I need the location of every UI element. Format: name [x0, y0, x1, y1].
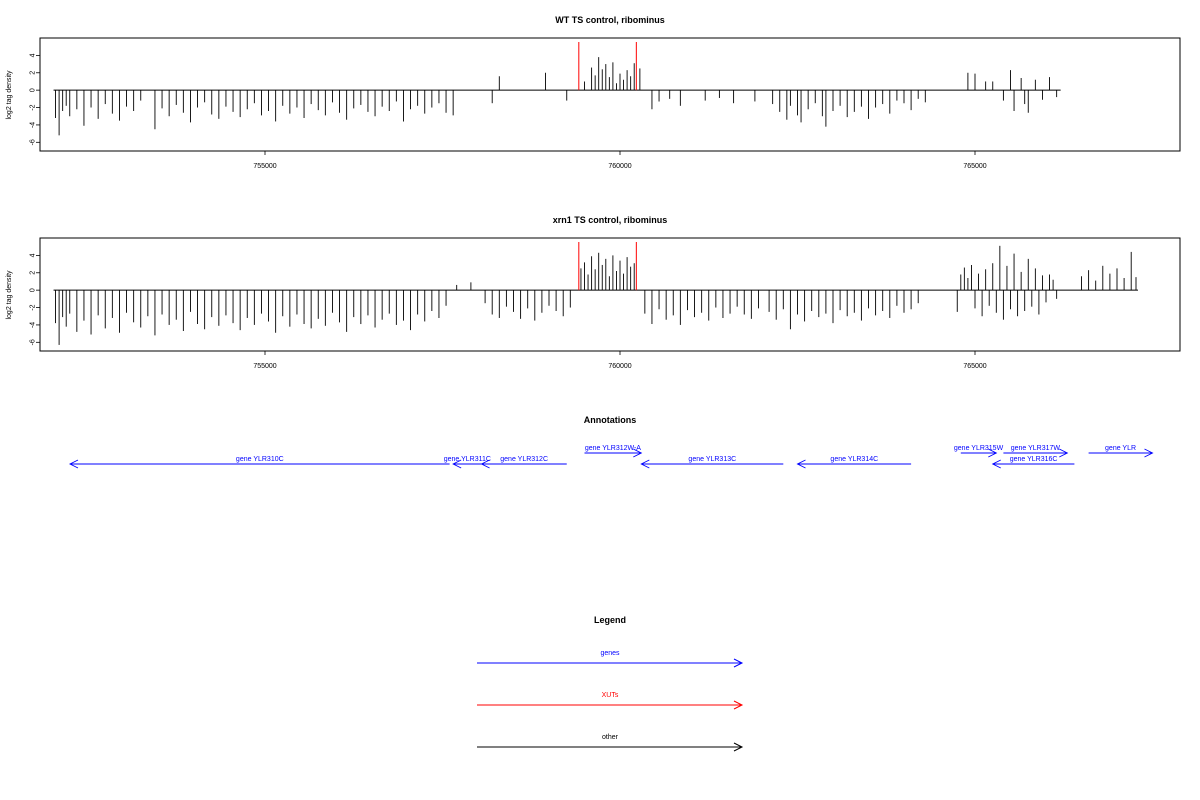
y-tick-label: -4	[30, 122, 37, 128]
gene-arrow: gene YLR316C	[991, 456, 1075, 469]
xrn1-panel-axes: -6 -4 -2 0 2 4 755000 760000 765000	[30, 253, 987, 370]
x-tick-label: 755000	[253, 163, 276, 170]
y-tick-label: 4	[30, 253, 37, 257]
gene-label: gene YLR310C	[236, 456, 284, 463]
legend-arrowhead	[733, 742, 744, 752]
y-tick-label: -2	[30, 104, 37, 110]
arrowhead	[633, 448, 643, 458]
x-tick-label: 760000	[608, 163, 631, 170]
gene-arrows: gene YLR310C gene YLR311C gene YLR312C gene…	[68, 445, 1154, 469]
x-tick-label: 765000	[963, 163, 986, 170]
y-tick-label: 2	[30, 271, 37, 275]
gene-label: gene YLR313C	[688, 456, 736, 463]
arrowhead	[452, 459, 462, 469]
legend: Legend genes XUTs other	[477, 615, 744, 752]
wt-panel-bars	[53, 42, 1061, 136]
y-tick-label: 0	[30, 88, 37, 92]
gene-arrow: gene YLR	[1088, 445, 1154, 458]
arrowhead	[796, 459, 806, 469]
arrowhead	[480, 459, 490, 469]
wt-panel-title: WT TS control, ribominus	[555, 15, 665, 25]
y-tick-label: 2	[30, 71, 37, 75]
gene-arrow: gene YLR310C	[68, 456, 450, 469]
legend-item: other	[477, 734, 744, 752]
y-tick-label: 4	[30, 53, 37, 57]
y-tick-label: -2	[30, 304, 37, 310]
arrowhead	[640, 459, 650, 469]
y-tick-label: -4	[30, 322, 37, 328]
gene-arrow: gene YLR313C	[640, 456, 784, 469]
xrn1-panel-title: xrn1 TS control, ribominus	[553, 215, 668, 225]
wt-panel-frame	[39, 37, 1181, 152]
legend-items: genes XUTs other	[477, 650, 744, 752]
gene-label: gene YLR317W	[1011, 445, 1061, 452]
gene-label: gene YLR315W	[954, 445, 1004, 452]
gene-label: gene YLR316C	[1010, 456, 1058, 463]
gene-label: gene YLR312W-A	[585, 445, 641, 452]
xrn1-panel-ylabel: log2 tag density	[6, 270, 13, 320]
legend-label: genes	[600, 650, 620, 657]
annotations-track: Annotations gene YLR310C gene YLR311C gene…	[68, 415, 1154, 469]
legend-arrowhead	[733, 700, 744, 710]
gene-arrow: gene YLR312C	[480, 456, 567, 469]
y-tick-label: -6	[30, 339, 37, 345]
wt-panel: WT TS control, ribominus log2 tag densit…	[6, 15, 1181, 170]
wt-panel-ylabel: log2 tag density	[6, 70, 13, 120]
xrn1-panel-bars	[53, 242, 1138, 345]
y-tick-label: -6	[30, 139, 37, 145]
legend-item: genes	[477, 650, 744, 668]
arrowhead	[1059, 448, 1069, 458]
gene-label: gene YLR311C	[444, 456, 491, 463]
legend-label: XUTs	[602, 692, 619, 699]
arrowhead	[991, 459, 1001, 469]
arrowhead	[988, 448, 998, 458]
gene-arrow: gene YLR311C	[444, 456, 491, 469]
arrowhead	[68, 459, 79, 469]
legend-title: Legend	[594, 615, 626, 625]
legend-arrowhead	[733, 658, 744, 668]
y-tick-label: 0	[30, 288, 37, 292]
legend-item: XUTs	[477, 692, 744, 710]
wt-panel-axes: -6 -4 -2 0 2 4 755000 760000 765000	[30, 53, 987, 170]
gene-arrow: gene YLR314C	[796, 456, 912, 469]
gene-label: gene YLR314C	[830, 456, 878, 463]
x-tick-label: 765000	[963, 363, 986, 370]
annotations-title: Annotations	[584, 415, 637, 425]
gene-label: gene YLR	[1105, 445, 1136, 452]
x-tick-label: 755000	[253, 363, 276, 370]
xrn1-panel-frame	[39, 237, 1181, 352]
gene-arrow: gene YLR312W-A	[584, 445, 643, 458]
xrn1-panel: xrn1 TS control, ribominus log2 tag dens…	[6, 215, 1181, 370]
gene-label: gene YLR312C	[500, 456, 548, 463]
gene-arrow: gene YLR315W	[954, 445, 1004, 458]
gene-arrow: gene YLR317W	[1003, 445, 1069, 458]
x-tick-label: 760000	[608, 363, 631, 370]
legend-label: other	[602, 734, 619, 741]
arrowhead	[1144, 448, 1154, 458]
